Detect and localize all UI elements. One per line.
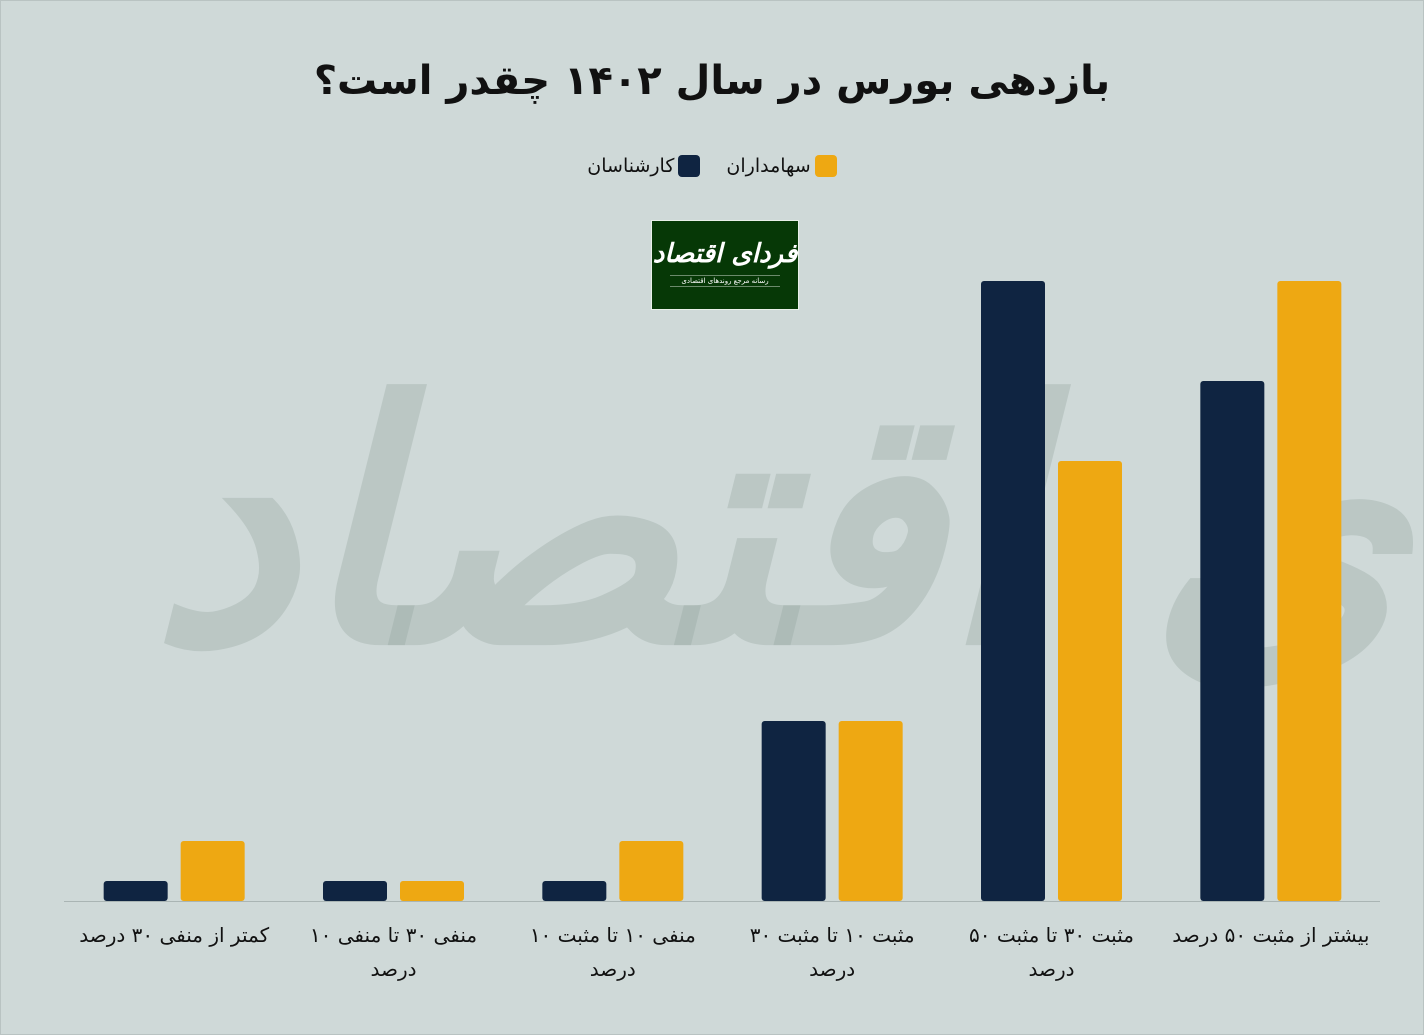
bar-shareholders-5 bbox=[1277, 281, 1342, 901]
legend-label: سهامداران bbox=[726, 155, 811, 177]
bar-experts-1 bbox=[323, 881, 387, 901]
x-tick-label: مثبت ۱۰ تا مثبت ۳۰ درصد bbox=[749, 923, 915, 981]
bar-shareholders-3 bbox=[838, 721, 903, 901]
legend-item-experts: کارشناسان bbox=[587, 155, 701, 177]
bar-shareholders-4 bbox=[1058, 461, 1122, 901]
chart-title: بازدهی بورس در سال ۱۴۰۲ چقدر است؟ bbox=[313, 58, 1111, 104]
bar-shareholders-0 bbox=[180, 841, 245, 901]
bar-shareholders-1 bbox=[400, 881, 464, 901]
legend-label: کارشناسان bbox=[587, 155, 675, 177]
legend-item-shareholders: سهامداران bbox=[726, 155, 837, 177]
x-tick-label: منفی ۳۰ تا منفی ۱۰ درصد bbox=[309, 923, 478, 981]
brand-logo: فردای اقتصاد رسانه مرجع روندهای اقتصادی bbox=[651, 220, 799, 310]
bar-shareholders-2 bbox=[619, 841, 684, 901]
bar-experts-0 bbox=[103, 881, 168, 901]
x-tick-label: مثبت ۳۰ تا مثبت ۵۰ درصد bbox=[969, 923, 1134, 981]
bar-experts-5 bbox=[1200, 381, 1265, 901]
bar-experts-3 bbox=[761, 721, 826, 901]
bar-experts-4 bbox=[981, 281, 1045, 901]
legend-swatch bbox=[678, 155, 701, 177]
x-tick-label: کمتر از منفی ۳۰ درصد bbox=[79, 923, 270, 947]
bar-experts-2 bbox=[542, 881, 607, 901]
x-tick-label: بیشتر از مثبت ۵۰ درصد bbox=[1172, 923, 1370, 947]
legend-swatch bbox=[814, 155, 837, 177]
x-tick-label: منفی ۱۰ تا مثبت ۱۰ درصد bbox=[529, 923, 696, 981]
legend: سهامداران کارشناسان bbox=[0, 155, 1424, 177]
